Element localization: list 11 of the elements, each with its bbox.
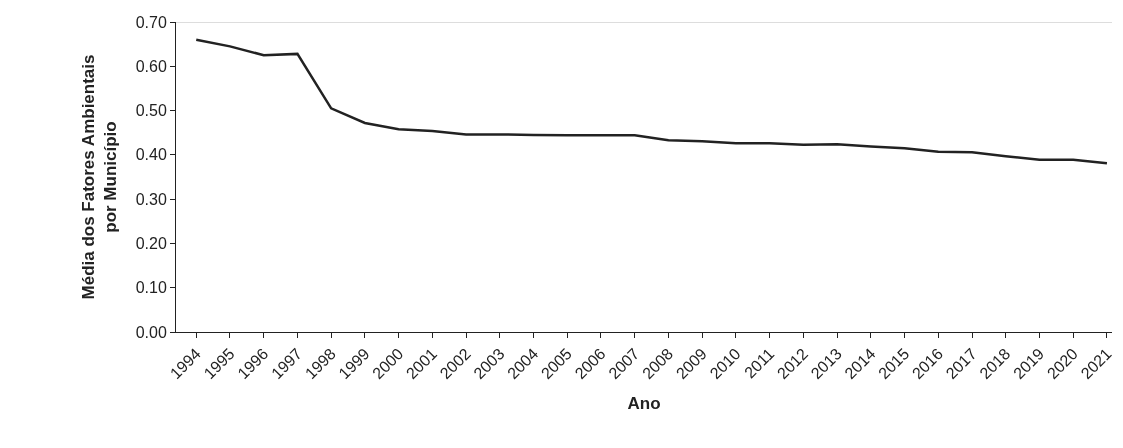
y-tick-label: 0.50	[135, 102, 167, 120]
y-tick-label: 0.00	[135, 323, 167, 341]
y-tick-label: 0.10	[135, 279, 167, 297]
y-tick-label: 0.60	[135, 57, 167, 75]
y-tick-label: 0.20	[135, 235, 167, 253]
y-tick-label: 0.70	[135, 13, 167, 31]
y-axis-title: Média dos Fatores Ambientais por Município	[79, 54, 121, 300]
line-series	[194, 38, 1109, 165]
y-tick-label: 0.40	[135, 146, 167, 164]
x-axis-title: Ano	[627, 393, 661, 413]
y-tick-label: 0.30	[135, 190, 167, 208]
